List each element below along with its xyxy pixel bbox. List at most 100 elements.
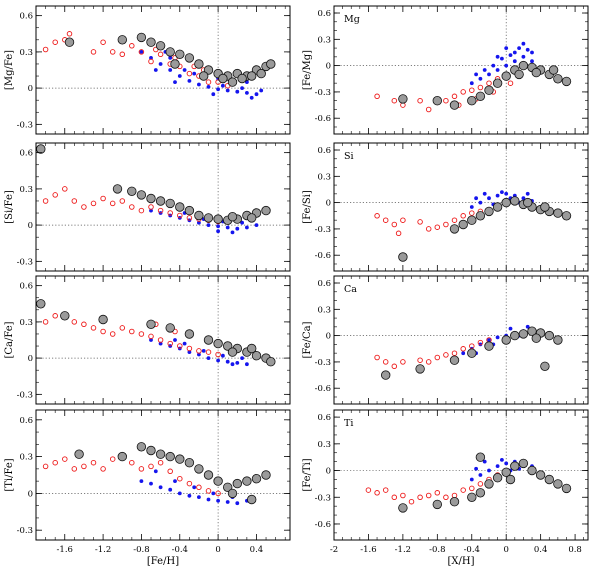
y-axis-label: [Fe/Ti] bbox=[302, 458, 313, 491]
y-tick-label: 0.6 bbox=[317, 146, 331, 156]
data-point bbox=[495, 193, 500, 198]
data-point bbox=[146, 193, 156, 204]
x-tick-label: -1.6 bbox=[360, 545, 376, 555]
data-point bbox=[510, 330, 520, 341]
data-point bbox=[187, 79, 192, 83]
data-point bbox=[225, 88, 230, 93]
data-point bbox=[477, 339, 484, 346]
data-point bbox=[192, 485, 197, 490]
data-point bbox=[155, 196, 166, 206]
data-point bbox=[417, 219, 423, 225]
panel-7: -0.3 0 0.3 0.6 -1.6 -1.2 -0.8 -0.4 0 0.4 [Ti/Fe] [F… bbox=[4, 409, 291, 567]
data-point bbox=[495, 68, 500, 72]
data-point bbox=[158, 341, 163, 346]
y-tick-label: -0.3 bbox=[315, 493, 331, 503]
data-point bbox=[443, 352, 449, 358]
data-point bbox=[146, 445, 156, 456]
data-point bbox=[157, 51, 164, 58]
y-axis-label: [Si/Fe] bbox=[4, 190, 15, 224]
data-point bbox=[475, 488, 486, 498]
data-point bbox=[518, 458, 529, 469]
data-point bbox=[259, 88, 264, 93]
y-tick-label: 0 bbox=[326, 467, 331, 477]
y-axis-label: [Mg/Fe] bbox=[4, 50, 15, 90]
y-tick-label: 0.6 bbox=[317, 279, 331, 289]
data-point bbox=[187, 493, 192, 498]
data-point bbox=[246, 494, 257, 505]
y-tick-label: 0.3 bbox=[19, 185, 33, 195]
y-tick-label: -0.6 bbox=[315, 251, 331, 261]
data-point bbox=[527, 465, 537, 476]
data-point bbox=[90, 325, 97, 331]
data-point bbox=[469, 485, 475, 492]
data-point bbox=[173, 338, 177, 342]
data-point bbox=[374, 490, 380, 496]
data-point bbox=[90, 459, 97, 466]
y-tick-label: 0.6 bbox=[19, 149, 33, 159]
data-point bbox=[449, 355, 460, 365]
data-point bbox=[211, 491, 216, 496]
data-point bbox=[227, 488, 238, 499]
data-point bbox=[203, 213, 214, 223]
data-point bbox=[52, 192, 58, 198]
data-point bbox=[149, 338, 153, 342]
data-point bbox=[184, 205, 195, 216]
data-point bbox=[504, 461, 509, 466]
data-point bbox=[109, 456, 116, 462]
data-point bbox=[451, 350, 458, 356]
data-point bbox=[451, 217, 458, 223]
x-tick-label: -2 bbox=[330, 545, 338, 555]
data-point bbox=[425, 359, 432, 365]
data-point bbox=[432, 95, 443, 106]
data-point bbox=[251, 474, 262, 484]
data-point bbox=[492, 78, 503, 88]
data-point bbox=[544, 474, 555, 485]
data-point bbox=[158, 485, 163, 490]
data-point bbox=[109, 200, 116, 207]
data-point bbox=[254, 223, 259, 228]
data-point bbox=[205, 488, 212, 494]
element-label: Si bbox=[344, 151, 354, 162]
data-point bbox=[119, 198, 126, 204]
data-point bbox=[561, 211, 572, 221]
data-point bbox=[235, 226, 240, 231]
y-tick-label: 0.3 bbox=[19, 453, 33, 463]
data-point bbox=[417, 494, 423, 501]
y-tick-label: 0.6 bbox=[19, 282, 33, 292]
data-point bbox=[213, 476, 223, 486]
plot-frame bbox=[35, 275, 291, 405]
data-point bbox=[167, 468, 173, 475]
data-point bbox=[443, 494, 449, 501]
data-point bbox=[216, 229, 221, 234]
data-point bbox=[148, 463, 154, 470]
data-point bbox=[187, 350, 192, 354]
data-point bbox=[232, 478, 243, 489]
data-point bbox=[216, 87, 221, 92]
data-point bbox=[553, 479, 563, 489]
data-point bbox=[119, 51, 126, 58]
data-point bbox=[500, 56, 504, 61]
data-point bbox=[175, 454, 185, 464]
data-point bbox=[540, 202, 550, 212]
data-point bbox=[495, 54, 500, 59]
data-point bbox=[240, 356, 245, 360]
data-point bbox=[467, 348, 477, 358]
y-tick-label: 0 bbox=[326, 62, 331, 72]
data-point bbox=[194, 210, 204, 221]
data-point bbox=[165, 198, 175, 209]
data-point bbox=[71, 466, 78, 472]
data-point bbox=[81, 463, 87, 470]
panel-5: -0.3 0 0.3 0.6 [Ca/Fe] bbox=[4, 275, 291, 405]
data-point bbox=[205, 79, 212, 85]
data-point bbox=[535, 470, 546, 480]
data-point bbox=[381, 370, 391, 380]
data-point bbox=[474, 72, 478, 77]
data-point bbox=[382, 217, 389, 223]
data-point bbox=[136, 32, 147, 43]
panel-6: -0.6 -0.3 0 0.3 0.6 [Fe/Ca] Ca bbox=[302, 275, 589, 405]
data-point bbox=[158, 62, 163, 66]
data-point bbox=[149, 481, 153, 486]
data-point bbox=[168, 68, 173, 72]
data-point bbox=[475, 91, 486, 102]
data-point bbox=[391, 97, 398, 104]
